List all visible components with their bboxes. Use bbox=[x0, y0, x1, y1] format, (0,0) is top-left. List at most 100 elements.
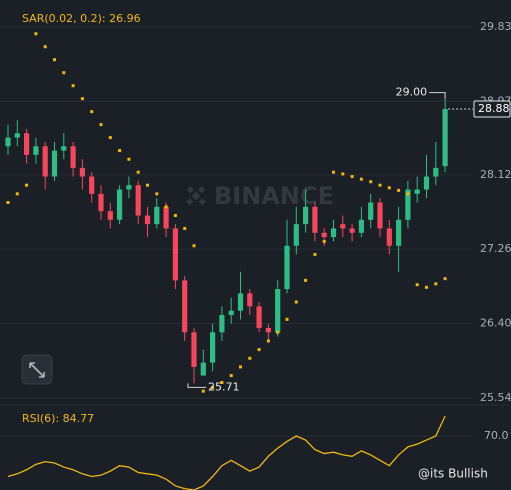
sar-dot bbox=[108, 136, 112, 140]
candle bbox=[172, 224, 178, 290]
candle-body bbox=[79, 167, 85, 177]
candle bbox=[210, 323, 216, 372]
candle-body bbox=[312, 206, 318, 233]
candle-body bbox=[61, 146, 67, 151]
candle bbox=[368, 193, 374, 229]
candle bbox=[303, 189, 309, 233]
min-marker bbox=[187, 383, 206, 388]
candle-body bbox=[172, 228, 178, 281]
sar-dot bbox=[434, 282, 438, 286]
candle-body bbox=[321, 232, 327, 238]
candle bbox=[275, 280, 281, 337]
sar-dot bbox=[313, 252, 317, 256]
candle bbox=[182, 276, 188, 341]
candle bbox=[284, 219, 290, 294]
sar-dot bbox=[304, 278, 308, 282]
candle-body bbox=[293, 224, 299, 246]
candle bbox=[70, 141, 76, 177]
candle-body bbox=[210, 332, 216, 363]
candle-body bbox=[303, 206, 309, 225]
sar-dot bbox=[25, 183, 29, 187]
candle bbox=[265, 323, 271, 341]
candle bbox=[237, 271, 244, 320]
candle bbox=[14, 120, 20, 147]
candle-body bbox=[70, 146, 76, 168]
candle bbox=[405, 180, 411, 229]
candle-body bbox=[414, 189, 420, 194]
candle bbox=[135, 180, 141, 225]
candle bbox=[340, 215, 346, 238]
candle-body bbox=[386, 228, 392, 246]
sar-dot bbox=[173, 213, 177, 217]
sar-dot bbox=[276, 330, 280, 334]
sar-dot bbox=[6, 201, 10, 204]
sar-dot bbox=[15, 192, 19, 196]
watermark-text: BINANCE bbox=[214, 182, 334, 210]
candle-body bbox=[200, 362, 206, 376]
candle-body bbox=[51, 150, 58, 177]
candle bbox=[293, 206, 299, 255]
y-tick-label: 26.40 bbox=[480, 317, 511, 330]
candle bbox=[312, 202, 318, 242]
credit: @its Bullish bbox=[418, 467, 488, 481]
sar-dot bbox=[71, 84, 75, 88]
sar-dot bbox=[425, 285, 428, 289]
sar-dot bbox=[350, 175, 354, 179]
candle-body bbox=[349, 228, 355, 233]
max-label: 29.00 bbox=[396, 86, 428, 99]
candle-body bbox=[228, 310, 234, 315]
candle bbox=[247, 289, 253, 315]
candle-body bbox=[423, 176, 430, 190]
candle-body bbox=[89, 176, 95, 194]
sar-dot bbox=[322, 239, 326, 243]
rsi-label: RSI(6): 84.77 bbox=[22, 412, 94, 425]
candle-body bbox=[396, 219, 402, 246]
candle-body bbox=[144, 215, 151, 225]
sar-dot bbox=[369, 180, 373, 184]
sar-dot bbox=[285, 317, 289, 321]
sar-dot bbox=[146, 183, 149, 187]
candle-body bbox=[182, 280, 188, 333]
candle-body bbox=[284, 245, 290, 290]
sar-dot bbox=[266, 339, 270, 343]
candle bbox=[191, 327, 197, 384]
candle bbox=[117, 185, 123, 225]
y-tick-label: 70.0 bbox=[484, 429, 509, 442]
candle bbox=[89, 172, 95, 203]
candle-body bbox=[377, 202, 383, 229]
sar-dot bbox=[164, 205, 168, 209]
sar-dot bbox=[43, 45, 47, 49]
candle bbox=[386, 219, 392, 255]
sar-dot bbox=[387, 186, 391, 190]
sar-dot bbox=[397, 188, 401, 192]
sar-dot bbox=[257, 348, 261, 352]
sar-dot bbox=[183, 226, 187, 230]
candle-body bbox=[117, 189, 123, 220]
sar-dot bbox=[220, 381, 224, 384]
last-price-label: 28.88 bbox=[478, 102, 510, 115]
sar-dot bbox=[80, 97, 84, 101]
sar-dot bbox=[248, 356, 252, 360]
last-price-box bbox=[473, 100, 511, 118]
y-tick-label: 25.54 bbox=[480, 391, 511, 404]
candle bbox=[98, 185, 104, 220]
expand-button[interactable] bbox=[21, 354, 53, 385]
candle-body bbox=[191, 332, 197, 367]
sar-dot bbox=[127, 157, 131, 161]
candle bbox=[442, 98, 448, 173]
candle bbox=[377, 198, 383, 238]
sar-dot bbox=[118, 149, 122, 153]
candle-body bbox=[358, 219, 364, 233]
candle-body bbox=[265, 327, 271, 333]
sar-dot bbox=[359, 177, 363, 181]
sar-dot bbox=[34, 32, 38, 36]
candle bbox=[396, 206, 402, 272]
candle-body bbox=[368, 202, 374, 220]
candle bbox=[433, 141, 439, 186]
sar-dot bbox=[136, 170, 140, 174]
sar-dot bbox=[62, 71, 66, 75]
y-tick-label: 27.26 bbox=[480, 242, 511, 255]
candle bbox=[107, 202, 113, 229]
